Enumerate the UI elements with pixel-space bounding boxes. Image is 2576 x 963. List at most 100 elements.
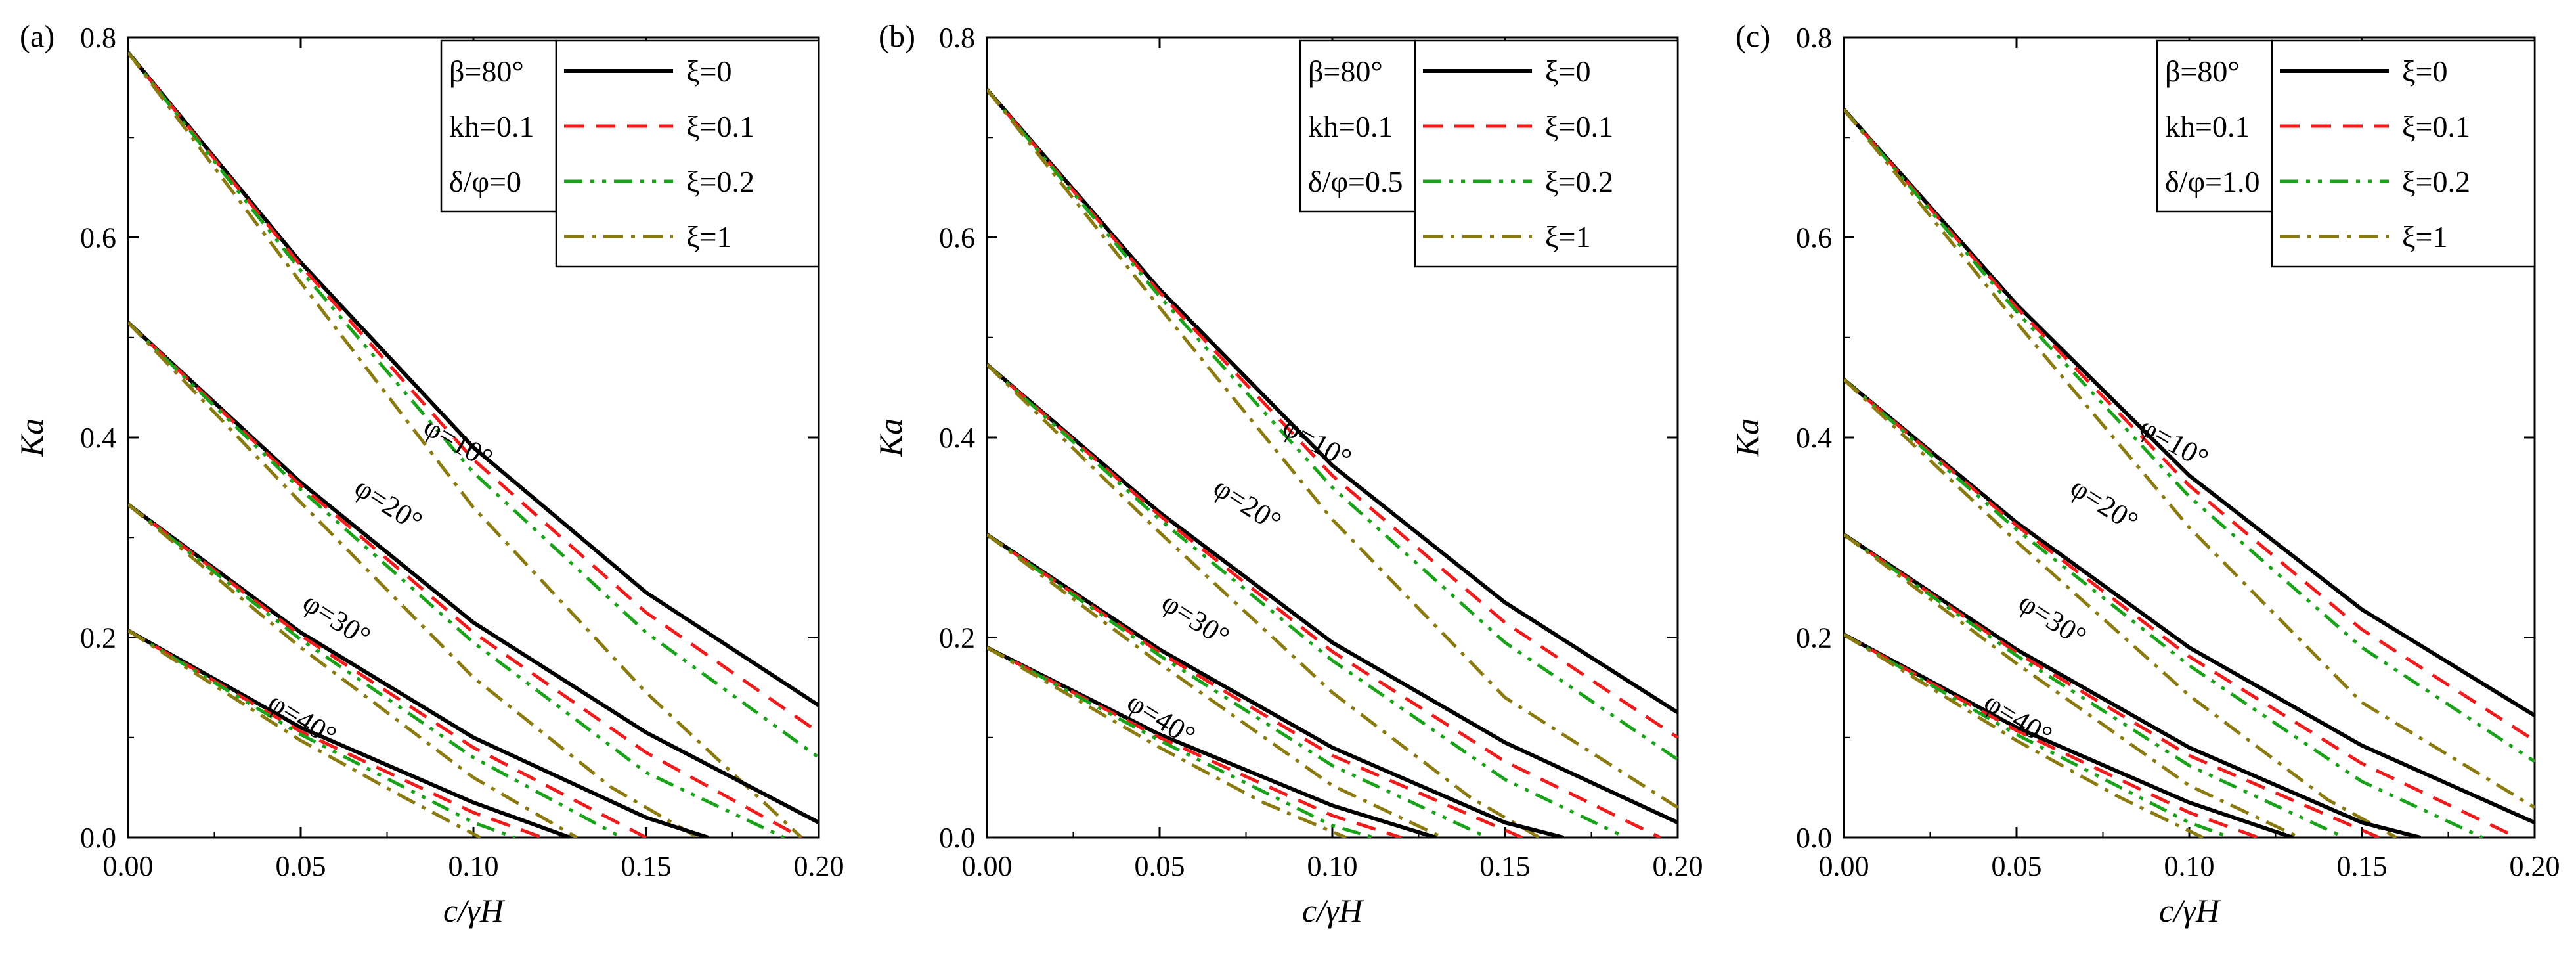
y-tick-label: 0.2 <box>939 622 975 654</box>
legend-entry: ξ=0 <box>1545 55 1590 88</box>
curve-label: φ=10° <box>418 411 498 475</box>
y-tick-label: 0.4 <box>1796 422 1832 454</box>
legend-entry: ξ=0.2 <box>686 165 754 198</box>
series-line <box>987 646 1402 838</box>
y-axis-label: Ka <box>13 418 50 457</box>
parameter-text: δ/φ=0.5 <box>1308 165 1403 198</box>
series-line <box>987 646 1374 838</box>
y-tick-label: 0.6 <box>1796 222 1832 254</box>
series-line <box>987 533 1489 838</box>
parameter-box <box>1299 39 1416 213</box>
parameter-text: β=80° <box>449 55 524 88</box>
legend-entry: ξ=0 <box>2402 55 2447 88</box>
legend-box <box>1414 39 1679 268</box>
series-line <box>128 51 803 838</box>
parameter-text: δ/φ=0 <box>449 165 521 198</box>
series-line <box>1844 633 2259 838</box>
series-line <box>987 533 1444 838</box>
parameter-box <box>2156 39 2273 213</box>
series-line <box>128 629 571 838</box>
series-line <box>987 88 1678 809</box>
legend-entry: ξ=0 <box>686 55 731 88</box>
legend-entry: ξ=1 <box>1545 220 1590 254</box>
curve-label: φ=40° <box>1122 686 1201 752</box>
x-tick-label: 0.10 <box>448 850 499 882</box>
y-tick-label: 0.0 <box>80 822 116 854</box>
series-line <box>987 646 1437 838</box>
parameter-text: kh=0.1 <box>449 110 534 143</box>
series-line <box>1844 378 2518 838</box>
x-axis-label: c/γH <box>443 892 506 929</box>
legend-entry: ξ=0.1 <box>686 110 754 143</box>
x-tick-label: 0.15 <box>1480 850 1531 882</box>
series-line <box>1844 378 2397 838</box>
y-tick-label: 0.4 <box>939 422 975 454</box>
series-line <box>128 321 699 838</box>
series-line <box>128 503 579 838</box>
series-line <box>987 363 1678 824</box>
curve-label: φ=10° <box>2134 411 2214 475</box>
x-tick-label: 0.05 <box>276 850 326 882</box>
series-line <box>1844 108 2535 742</box>
x-tick-label: 0.15 <box>2337 850 2388 882</box>
panel-label: (b) <box>879 19 915 54</box>
x-tick-label: 0.00 <box>1819 850 1869 882</box>
parameter-text: kh=0.1 <box>2165 110 2250 143</box>
x-tick-label: 0.00 <box>962 850 1013 882</box>
series-group <box>128 51 819 838</box>
y-tick-label: 0.4 <box>80 422 116 454</box>
y-tick-label: 0.8 <box>80 22 116 54</box>
x-tick-label: 0.10 <box>1307 850 1358 882</box>
y-tick-label: 0.8 <box>1796 22 1832 54</box>
series-line <box>1844 533 2422 838</box>
curve-label: φ=30° <box>1156 586 1235 653</box>
series-line <box>128 51 819 759</box>
series-line <box>128 51 819 734</box>
curve-label: φ=20° <box>349 471 427 538</box>
y-tick-label: 0.0 <box>939 822 975 854</box>
curve-label: φ=20° <box>2064 471 2143 538</box>
x-tick-label: 0.15 <box>621 850 672 882</box>
panel-label: (c) <box>1736 19 1770 54</box>
curve-label: φ=30° <box>2013 586 2092 653</box>
legend-box <box>2271 39 2536 268</box>
series-line <box>128 321 819 824</box>
x-tick-label: 0.20 <box>2510 850 2560 882</box>
series-line <box>1844 633 2231 838</box>
series-line <box>1844 533 2346 838</box>
series-line <box>128 503 623 838</box>
y-tick-label: 0.6 <box>939 222 975 254</box>
panel-a: (a) 0.00 0.05 0.10 0.15 0.20 0.0 0.2 0.4 0.6 0.8 c/… <box>13 19 844 929</box>
series-line <box>1844 633 2204 838</box>
series-line <box>128 629 515 838</box>
series-line <box>1844 108 2535 809</box>
legend-entry: ξ=0.1 <box>1545 110 1613 143</box>
series-line <box>987 88 1678 739</box>
series-line <box>1844 633 2294 838</box>
y-tick-label: 0.2 <box>80 622 116 654</box>
series-line <box>987 363 1627 838</box>
series-line <box>987 363 1540 838</box>
series-line <box>128 51 819 707</box>
series-line <box>987 646 1347 838</box>
legend-entry: ξ=0.2 <box>2402 165 2470 198</box>
series-line <box>987 363 1661 838</box>
y-tick-label: 0.2 <box>1796 622 1832 654</box>
curve-label: φ=30° <box>297 586 376 653</box>
y-tick-label: 0.0 <box>1796 822 1832 854</box>
series-line <box>987 533 1565 838</box>
curve-label: φ=20° <box>1208 471 1286 538</box>
series-line <box>1844 108 2535 763</box>
y-axis-label: Ka <box>872 418 909 457</box>
x-tick-label: 0.05 <box>1135 850 1185 882</box>
parameter-text: β=80° <box>2165 55 2240 88</box>
panel-c: (c) 0.00 0.05 0.10 0.15 0.20 0.0 0.2 0.4 0.6 0.8 c/… <box>1729 19 2560 929</box>
x-tick-label: 0.20 <box>1653 850 1703 882</box>
y-tick-label: 0.8 <box>939 22 975 54</box>
series-line <box>1844 533 2301 838</box>
x-axis-label: c/γH <box>2159 892 2221 929</box>
series-line <box>1844 378 2535 824</box>
series-group <box>1844 108 2535 838</box>
y-tick-label: 0.6 <box>80 222 116 254</box>
